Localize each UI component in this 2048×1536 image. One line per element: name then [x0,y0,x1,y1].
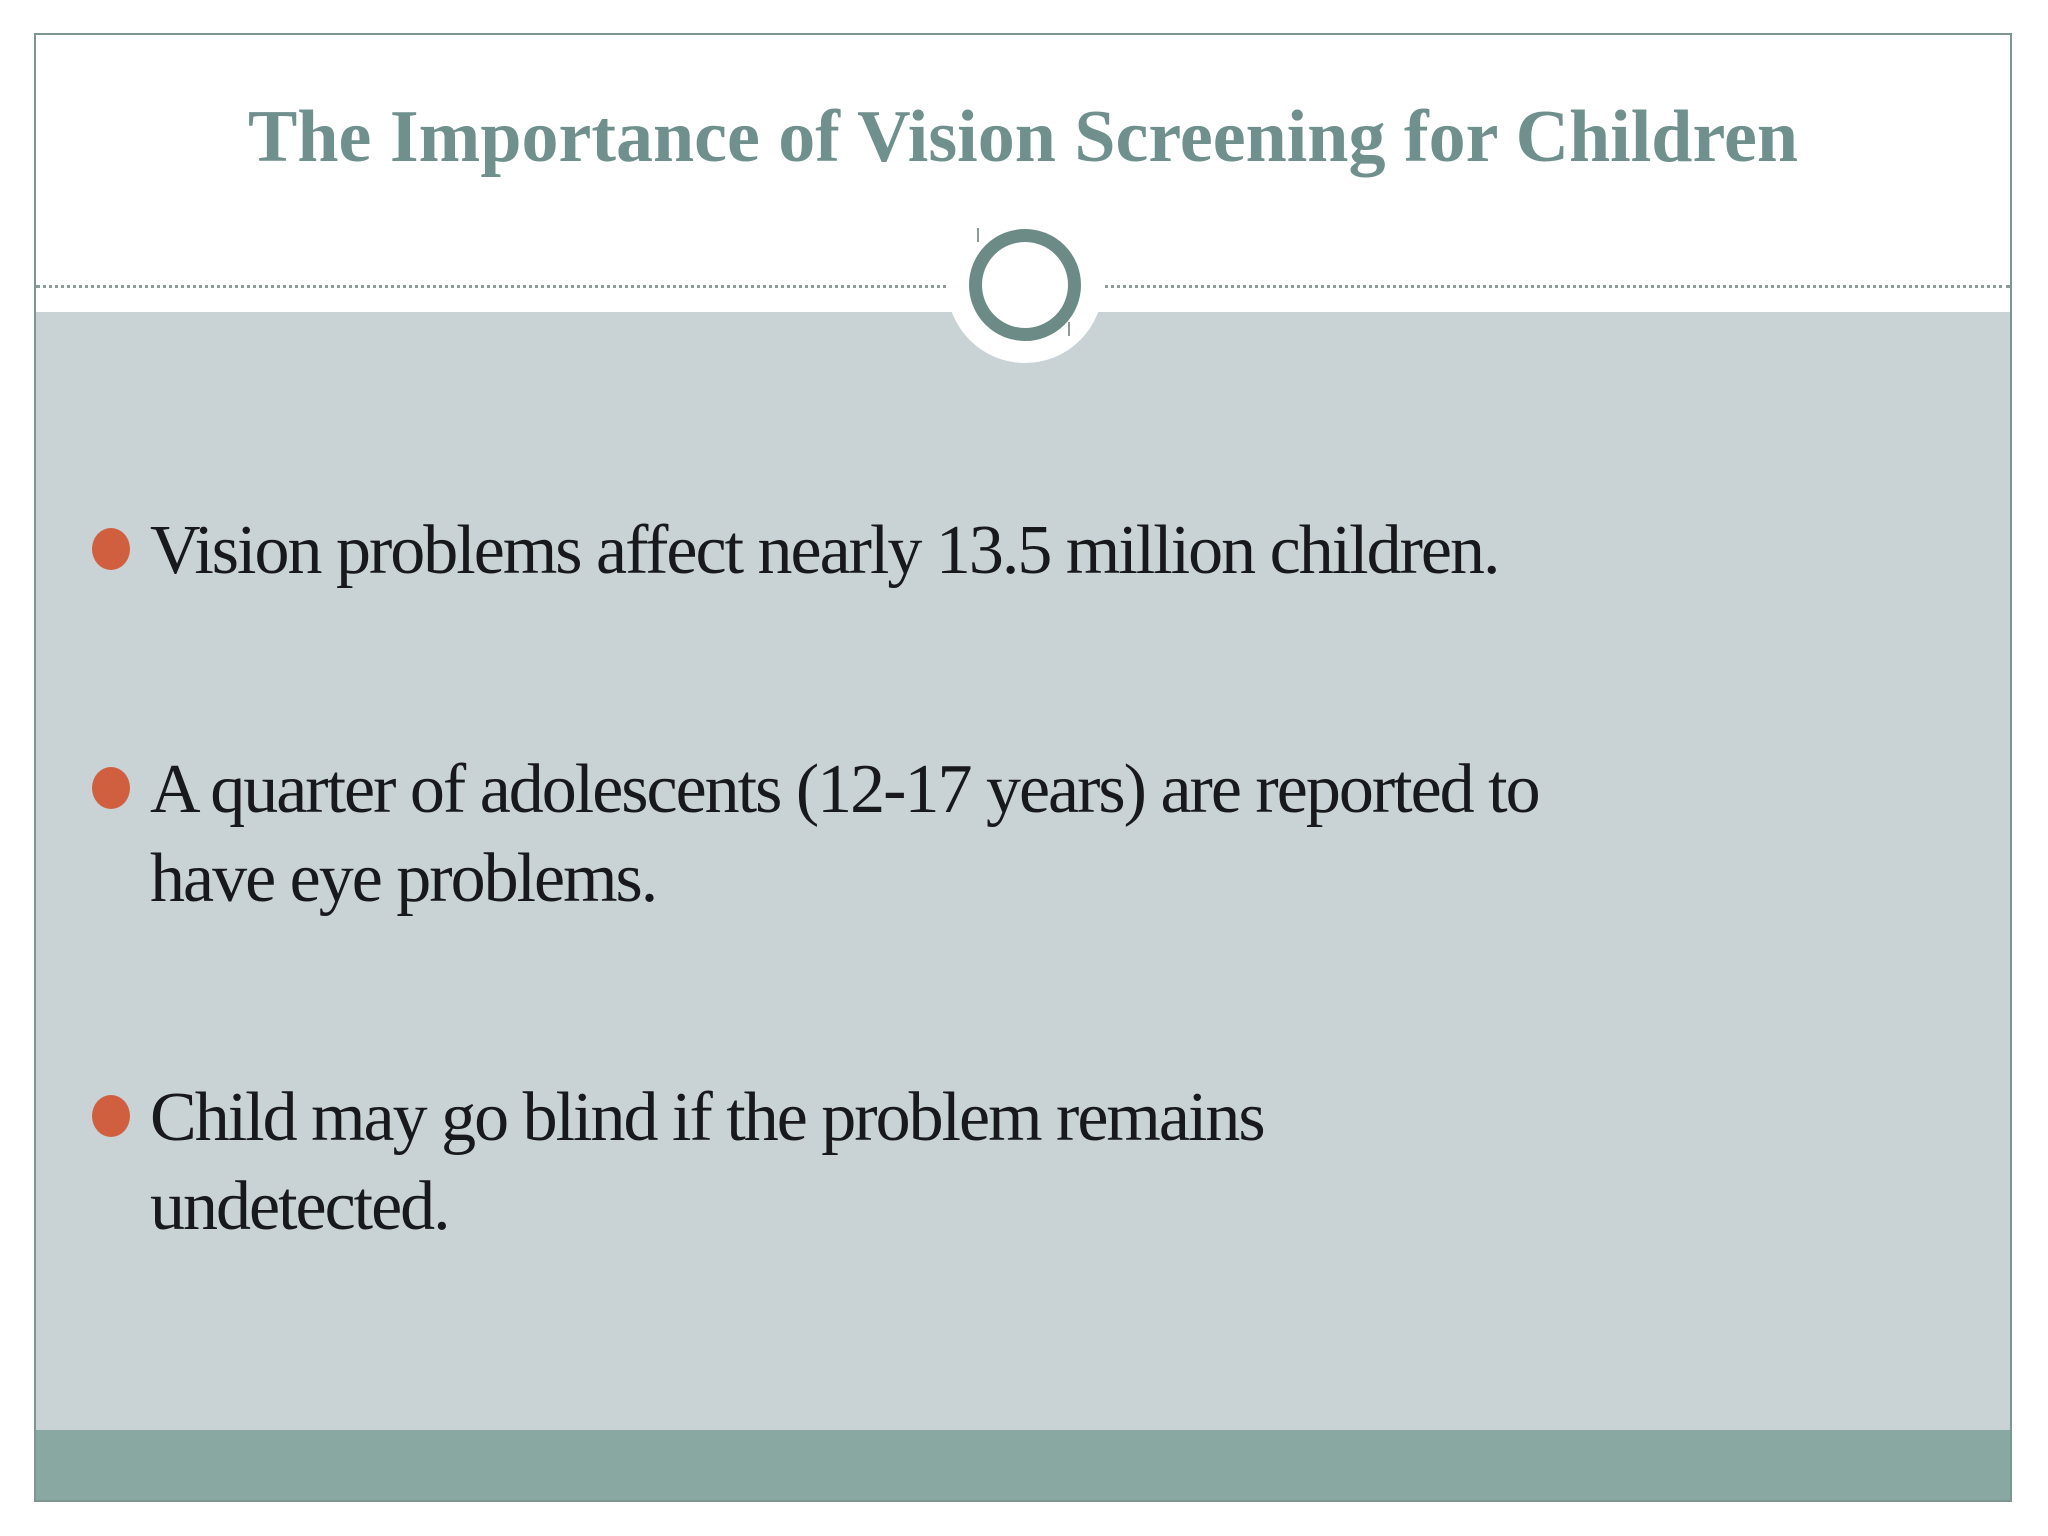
bullet-line: A quarter of adolescents (12-17 years) a… [150,751,1541,828]
ring-icon [969,229,1081,341]
bullet-item: Child may go blind if the problem remain… [92,1073,1970,1251]
slide: The Importance of Vision Screening for C… [34,33,2012,1502]
footer-bar [36,1430,2010,1500]
bullet-marker-icon [92,1095,130,1137]
bullet-text: A quarter of adolescents (12-17 years) a… [150,745,1541,923]
bullet-item: A quarter of adolescents (12-17 years) a… [92,745,1970,923]
bullet-marker-icon [92,528,130,570]
crop-mark-top-icon [977,228,979,242]
bullet-text: Child may go blind if the problem remain… [150,1073,1266,1251]
bullet-text: Vision problems affect nearly 13.5 milli… [150,506,1500,595]
circle-ornament [947,207,1103,363]
slide-title: The Importance of Vision Screening for C… [248,96,1798,178]
bullet-marker-icon [92,767,130,809]
bullet-line: have eye problems. [150,840,658,917]
slide-body: Vision problems affect nearly 13.5 milli… [36,312,2010,1430]
crop-mark-bottom-icon [1068,322,1070,336]
bullet-line: Child may go blind if the problem remain… [150,1079,1266,1156]
bullet-line: Vision problems affect nearly 13.5 milli… [150,512,1500,589]
bullet-item: Vision problems affect nearly 13.5 milli… [92,506,1970,595]
bullet-line: undetected. [150,1168,451,1245]
